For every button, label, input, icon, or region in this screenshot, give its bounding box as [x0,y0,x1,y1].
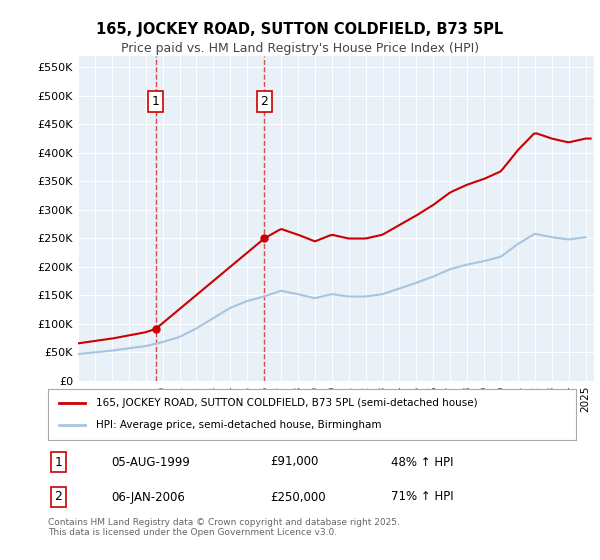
Text: HPI: Average price, semi-detached house, Birmingham: HPI: Average price, semi-detached house,… [95,421,381,431]
Text: £250,000: £250,000 [270,491,325,503]
Text: 48% ↑ HPI: 48% ↑ HPI [391,455,454,469]
Text: 165, JOCKEY ROAD, SUTTON COLDFIELD, B73 5PL (semi-detached house): 165, JOCKEY ROAD, SUTTON COLDFIELD, B73 … [95,398,477,408]
Text: £91,000: £91,000 [270,455,318,469]
Text: 2: 2 [55,491,62,503]
Text: Contains HM Land Registry data © Crown copyright and database right 2025.
This d: Contains HM Land Registry data © Crown c… [48,518,400,538]
Text: 2: 2 [260,95,268,108]
Text: 165, JOCKEY ROAD, SUTTON COLDFIELD, B73 5PL: 165, JOCKEY ROAD, SUTTON COLDFIELD, B73 … [97,22,503,38]
Text: Price paid vs. HM Land Registry's House Price Index (HPI): Price paid vs. HM Land Registry's House … [121,42,479,55]
Text: 1: 1 [152,95,160,108]
Text: 06-JAN-2006: 06-JAN-2006 [112,491,185,503]
Text: 1: 1 [55,455,62,469]
Text: 71% ↑ HPI: 71% ↑ HPI [391,491,454,503]
Text: 05-AUG-1999: 05-AUG-1999 [112,455,190,469]
